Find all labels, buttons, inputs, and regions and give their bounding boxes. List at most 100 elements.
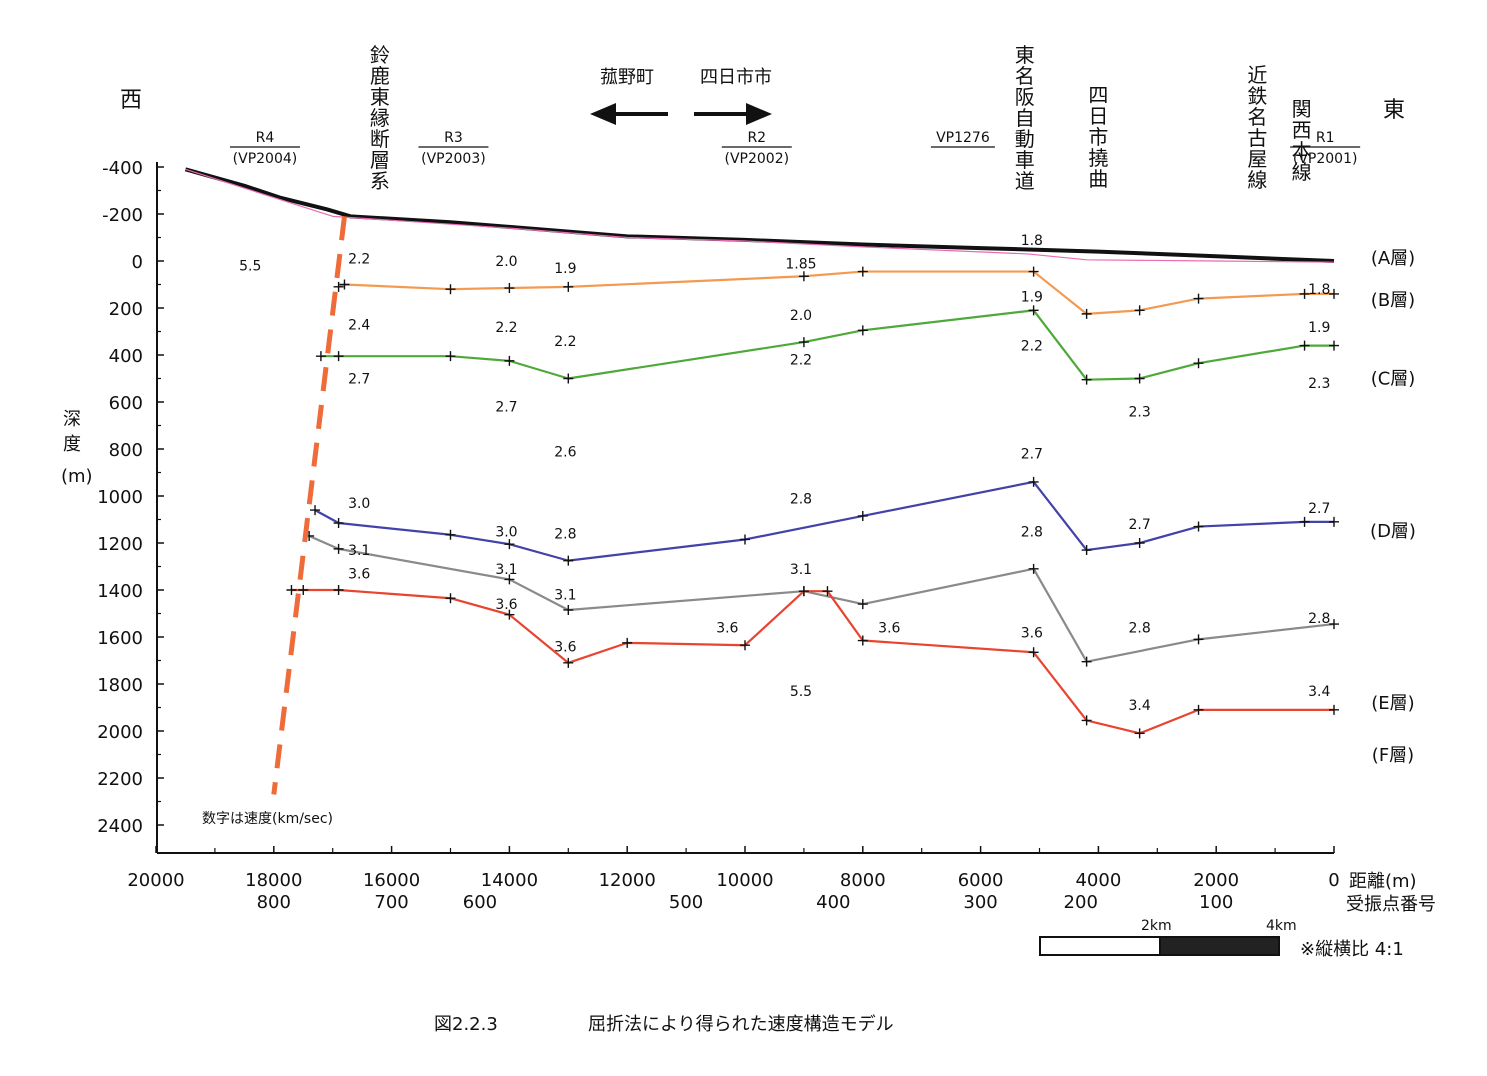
- data-point: [1329, 619, 1339, 630]
- data-point: [563, 373, 574, 384]
- velocity-value: 3.1: [495, 562, 517, 578]
- vertical-label-char: 縁: [370, 106, 390, 130]
- velocity-value: 3.6: [554, 639, 576, 655]
- receiver-axis-label: 受振点番号: [1346, 894, 1436, 915]
- data-point: [504, 355, 515, 366]
- vertical-label-char: 四: [1088, 83, 1108, 107]
- velocity-value: 1.8: [1021, 233, 1043, 249]
- velocity-value: 5.5: [790, 684, 812, 700]
- velocity-labels: 5.5 2.2 2.0 1.9 1.85 1.8 1.8 2.4 2.2 2.2 2.0 1.9 1.9…: [239, 233, 1330, 714]
- data-point: [298, 585, 309, 595]
- data-point: [1081, 656, 1092, 667]
- y-axis-label-1: 深: [63, 409, 81, 430]
- data-point: [445, 529, 456, 540]
- velocity-value: 1.8: [1308, 282, 1330, 298]
- x-tick-label: 8000: [840, 870, 886, 891]
- data-point: [1028, 647, 1039, 658]
- velocity-value: 3.6: [716, 621, 738, 637]
- data-point: [563, 555, 574, 566]
- data-point: [1134, 728, 1145, 739]
- y-tick-label: 0: [132, 252, 143, 273]
- velocity-value: 3.1: [554, 588, 576, 604]
- velocity-value: 2.8: [790, 491, 812, 507]
- profile-vp: (VP2003): [421, 151, 486, 167]
- velocity-value: 3.0: [495, 524, 517, 540]
- velocity-value: 2.8: [1021, 524, 1043, 540]
- y-tick-label: 2400: [97, 816, 143, 837]
- vertical-label-char: 西: [1292, 118, 1312, 142]
- data-point: [622, 637, 633, 648]
- velocity-value: 2.0: [495, 254, 517, 270]
- y-tick-label: 2000: [97, 722, 143, 743]
- velocity-value: 3.4: [1308, 684, 1330, 700]
- vertical-label-char: 名: [1015, 64, 1035, 88]
- x-tick-label: 14000: [481, 870, 538, 891]
- vp1276-label: VP1276: [936, 130, 990, 146]
- velocity-value: 2.2: [554, 334, 576, 350]
- data-point: [798, 271, 809, 282]
- vertical-label-char: 屋: [1247, 147, 1267, 171]
- vertical-label-char: 鉄: [1247, 84, 1267, 108]
- data-point: [445, 351, 456, 362]
- x-tick-label: 4000: [1075, 870, 1121, 891]
- ground-surface-line: [184, 167, 1335, 263]
- east-arrow-icon: [694, 103, 772, 125]
- scale-bar-black: [1159, 936, 1280, 956]
- profile-name: R1: [1316, 130, 1335, 146]
- data-point: [798, 337, 809, 348]
- velocity-value: 2.3: [1128, 404, 1150, 420]
- data-point: [339, 279, 350, 290]
- vertical-label-char: 鈴: [370, 43, 390, 67]
- data-point: [857, 635, 868, 646]
- vertical-label-char: 線: [1247, 168, 1267, 192]
- velocity-value: 2.7: [1308, 501, 1330, 517]
- data-point: [1134, 373, 1145, 384]
- velocity-value: 2.8: [1308, 611, 1330, 627]
- vertical-label-char: 日: [1088, 104, 1108, 128]
- town-right-label: 四日市市: [700, 67, 772, 88]
- series-line: [291, 588, 1334, 735]
- y-tick-label: 2200: [97, 769, 143, 790]
- figure-title: 屈折法により得られた速度構造モデル: [588, 1014, 894, 1035]
- vertical-label-char: 曲: [1088, 167, 1108, 191]
- data-point: [1299, 340, 1310, 351]
- x-tick-label: 10000: [716, 870, 773, 891]
- series-line: [338, 270, 1334, 315]
- data-point: [333, 543, 344, 554]
- data-point: [333, 281, 344, 292]
- profile-vp: (VP2004): [233, 151, 298, 167]
- y-axis-label-3: (m): [61, 466, 93, 487]
- x-tick-label: 2000: [1193, 870, 1239, 891]
- data-point: [1028, 563, 1039, 574]
- data-point: [1329, 340, 1339, 351]
- velocity-value: 2.6: [554, 444, 576, 460]
- series-legend-label: (C層): [1371, 369, 1416, 390]
- x-tick-label: 0: [1328, 870, 1339, 891]
- data-point: [1081, 308, 1092, 319]
- data-point: [563, 657, 574, 668]
- velocity-value: 2.3: [1308, 376, 1330, 392]
- velocity-unit-note: 数字は速度(km/sec): [202, 811, 333, 827]
- x-tick-label: 16000: [363, 870, 420, 891]
- velocity-value: 1.85: [785, 256, 816, 272]
- fault-line: [271, 216, 347, 795]
- vertical-label-char: 層: [370, 148, 390, 172]
- data-point: [1299, 288, 1310, 299]
- vertical-label-char: 線: [1292, 160, 1312, 184]
- data-point: [563, 281, 574, 292]
- receiver-tick-label: 700: [374, 892, 408, 913]
- series-line: [320, 309, 1334, 381]
- profile-labels: R4 (VP2004) R3 (VP2003) R2 (VP2002) R1 (VP2001)…: [229, 43, 1361, 193]
- data-point: [857, 266, 868, 277]
- data-point: [1134, 305, 1145, 316]
- velocity-value: 2.2: [495, 320, 517, 336]
- y-tick-label: 400: [109, 346, 143, 367]
- data-point: [1028, 305, 1039, 316]
- vertical-label-char: 阪: [1015, 85, 1035, 109]
- scale-bar: 2km 4km ※縦横比 4:1: [1039, 918, 1404, 960]
- x-tick-label: 6000: [958, 870, 1004, 891]
- scale-bar-white: [1039, 936, 1161, 956]
- y-tick-label: 1800: [97, 675, 143, 696]
- receiver-tick-label: 100: [1199, 892, 1233, 913]
- data-point: [445, 284, 456, 295]
